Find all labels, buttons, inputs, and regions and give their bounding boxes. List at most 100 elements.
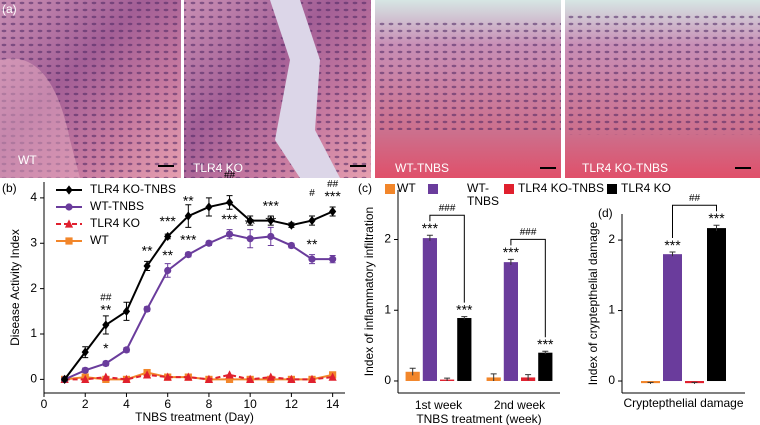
y-axis-label: Index of inflammatory infiltration bbox=[362, 207, 376, 376]
significance: ** bbox=[162, 247, 173, 263]
error-bar bbox=[409, 367, 416, 376]
y-tick-label: 1 bbox=[30, 326, 37, 340]
significance: *** bbox=[263, 197, 280, 213]
y-tick-label: 2 bbox=[608, 232, 615, 246]
marker bbox=[308, 255, 316, 263]
comparison-bracket bbox=[510, 238, 546, 338]
marker bbox=[205, 239, 213, 247]
image-texture bbox=[565, 15, 760, 135]
error-bar bbox=[713, 224, 720, 231]
y-tick-label: 0 bbox=[608, 373, 615, 387]
significance: ** bbox=[307, 236, 318, 252]
legend-swatch bbox=[607, 184, 617, 194]
legend-label: TLR4 KO-TNBS bbox=[90, 182, 176, 196]
significance: ** bbox=[100, 302, 111, 318]
x-tick-label: 10 bbox=[243, 397, 257, 411]
marker bbox=[122, 374, 131, 383]
error-bar bbox=[669, 251, 676, 257]
x-tick-label: 8 bbox=[206, 397, 213, 411]
marker bbox=[287, 241, 295, 250]
image-label: WT bbox=[18, 153, 37, 167]
legend-marker bbox=[65, 203, 73, 211]
marker bbox=[122, 306, 131, 316]
legend-marker bbox=[65, 237, 73, 245]
comparison: ### bbox=[439, 203, 456, 214]
marker bbox=[266, 372, 275, 381]
error-bar bbox=[461, 316, 468, 320]
marker bbox=[267, 215, 275, 226]
x-axis-label: Cryptepthelial damage bbox=[623, 396, 744, 410]
bar bbox=[503, 262, 518, 381]
marker bbox=[81, 374, 90, 383]
marker bbox=[225, 370, 234, 379]
y-tick-label: 2 bbox=[384, 232, 391, 246]
error-bar bbox=[426, 234, 433, 241]
panel-label: (b) bbox=[2, 181, 17, 195]
image-label: TLR4 KO-TNBS bbox=[582, 161, 668, 175]
marker bbox=[246, 374, 255, 383]
significance: *** bbox=[422, 220, 439, 236]
comparison: ## bbox=[224, 170, 236, 181]
legend-swatch bbox=[428, 184, 438, 194]
series-line bbox=[63, 201, 334, 380]
panel-label: (d) bbox=[598, 206, 613, 220]
marker bbox=[143, 305, 151, 313]
legend-swatch bbox=[385, 184, 395, 194]
marker bbox=[246, 235, 254, 243]
marker bbox=[307, 374, 317, 383]
bar bbox=[663, 254, 682, 382]
marker bbox=[122, 346, 131, 354]
legend-label: TLR4 KO bbox=[621, 181, 672, 195]
significance: *** bbox=[708, 210, 725, 226]
comparison: ## bbox=[689, 193, 701, 204]
y-tick-label: 1 bbox=[384, 302, 391, 316]
marker bbox=[329, 206, 337, 217]
marker bbox=[142, 370, 152, 379]
significance: *** bbox=[180, 231, 197, 247]
x-tick-label: 4 bbox=[123, 397, 130, 411]
error-bar bbox=[490, 373, 497, 381]
x-tick-label: 2 bbox=[82, 397, 89, 411]
y-axis-label: Index of cryptepthelial damage bbox=[586, 221, 600, 385]
x-tick-label: 14 bbox=[326, 397, 340, 411]
marker bbox=[267, 232, 275, 241]
comparison-bracket bbox=[429, 214, 465, 303]
significance: *** bbox=[221, 211, 238, 227]
error-bar bbox=[647, 381, 654, 384]
marker bbox=[287, 374, 296, 383]
marker bbox=[102, 359, 110, 368]
significance: *** bbox=[456, 301, 473, 317]
bar bbox=[405, 371, 420, 381]
marker bbox=[81, 347, 89, 357]
marker bbox=[308, 215, 316, 226]
marker bbox=[164, 231, 172, 242]
comparison: ## bbox=[327, 179, 339, 190]
image-label: WT-TNBS bbox=[395, 161, 449, 175]
marker bbox=[164, 266, 172, 275]
marker bbox=[61, 374, 69, 384]
x-tick-label: 1st week bbox=[415, 398, 463, 412]
x-tick-label: 0 bbox=[41, 397, 48, 411]
significance: ** bbox=[183, 193, 194, 209]
bar bbox=[538, 352, 553, 381]
y-tick-label: 2 bbox=[30, 281, 37, 295]
panel-label: (a) bbox=[2, 2, 17, 16]
marker bbox=[225, 197, 234, 208]
significance: *** bbox=[324, 188, 341, 204]
x-axis-label: TNBS treatment (Day) bbox=[135, 410, 254, 424]
x-tick-label: 12 bbox=[285, 397, 299, 411]
error-bar bbox=[444, 377, 451, 381]
image-texture bbox=[375, 20, 561, 130]
x-axis-label: TNBS treatment (week) bbox=[416, 412, 541, 425]
significance: *** bbox=[503, 244, 520, 260]
legend-swatch bbox=[504, 184, 514, 194]
comparison: # bbox=[309, 188, 315, 199]
legend-label: WT bbox=[397, 181, 416, 195]
significance: *** bbox=[664, 237, 681, 253]
marker bbox=[225, 230, 234, 238]
marker bbox=[287, 220, 295, 230]
y-tick-label: 4 bbox=[30, 190, 37, 204]
marker bbox=[184, 251, 192, 259]
panel-label: (c) bbox=[358, 181, 372, 195]
comparison-bracket bbox=[672, 204, 717, 239]
